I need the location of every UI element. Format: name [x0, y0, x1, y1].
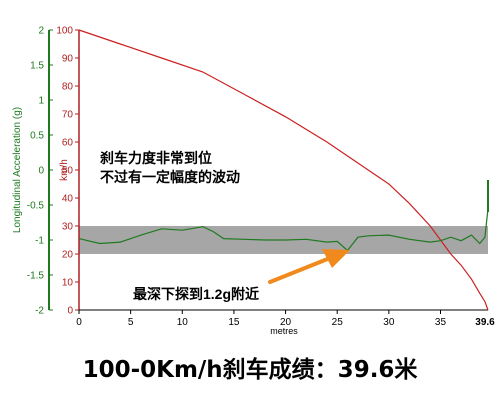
- left-tick-label: -2: [35, 306, 44, 317]
- x-tick-label: 30: [383, 317, 395, 328]
- x-tick-label: 10: [177, 317, 189, 328]
- x-tick-label: 15: [228, 317, 240, 328]
- left-tick-label: -1: [35, 236, 44, 247]
- speed-tick-label: 60: [62, 138, 74, 149]
- left-tick-label: -0.5: [27, 201, 45, 212]
- left-tick-label: 1.5: [30, 61, 44, 72]
- speed-tick-label: 40: [62, 194, 74, 205]
- annotation-line-2: 不过有一定幅度的波动: [100, 169, 240, 185]
- left-tick-label: 0.5: [30, 131, 44, 142]
- left-tick-label: -1.5: [27, 271, 45, 282]
- acceleration-line: [78, 208, 489, 252]
- speed-tick-label: 30: [62, 222, 74, 233]
- speed-tick-label: 10: [62, 278, 74, 289]
- x-axis-title: metres: [270, 326, 298, 336]
- annotation-arrow: [268, 249, 350, 284]
- tick-labels: 21.510.50-0.5-1-1.5-21009080706050403020…: [27, 26, 495, 329]
- arrow-head: [322, 249, 350, 268]
- speed-tick-label: 90: [62, 54, 74, 65]
- x-tick-label: 20: [280, 317, 292, 328]
- x-tick-label: 25: [332, 317, 344, 328]
- arrow-shaft: [268, 256, 332, 284]
- x-tick-label: 35: [435, 317, 447, 328]
- series-lines: [78, 29, 489, 311]
- speed-tick-label: 20: [62, 250, 74, 261]
- left-axis-title: Longitudinal Acceleration (g): [12, 107, 23, 233]
- braking-chart: 21.510.50-0.5-1-1.5-21009080706050403020…: [12, 26, 495, 337]
- x-end-label: 39.6: [475, 317, 495, 328]
- chart-axes: [48, 29, 489, 314]
- speed-tick-label: 100: [56, 26, 73, 37]
- x-tick-label: 0: [76, 317, 82, 328]
- annotation-line-1: 刹车力度非常到位: [100, 150, 212, 166]
- speed-tick-label: 80: [62, 82, 74, 93]
- result-caption: 100-0Km/h刹车成绩：39.6米: [82, 357, 418, 383]
- speed-line: [78, 29, 489, 311]
- speed-tick-label: 70: [62, 110, 74, 121]
- speed-tick-label: 0: [67, 306, 73, 317]
- left-tick-label: 1: [38, 96, 44, 107]
- x-tick-label: 5: [128, 317, 134, 328]
- left-tick-label: 0: [38, 166, 44, 177]
- arrow-annotation-label: 最深下探到1.2g附近: [133, 286, 259, 302]
- speed-tick-label: 50: [62, 166, 74, 177]
- right-axis-title: km/h: [59, 159, 70, 181]
- left-tick-label: 2: [38, 26, 44, 37]
